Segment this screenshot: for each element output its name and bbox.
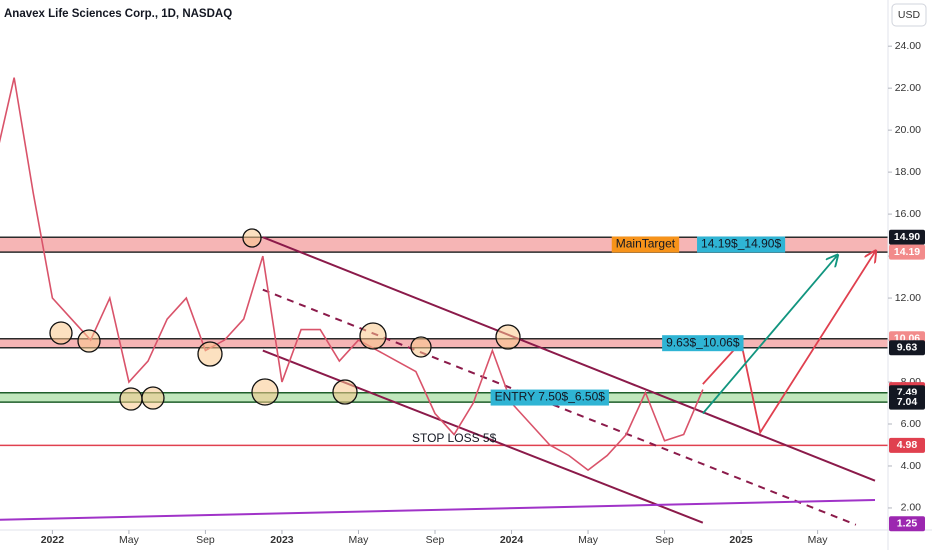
y-tick-label: 16.00 xyxy=(895,208,921,220)
price-tag xyxy=(889,340,925,356)
y-tick-label: 4.00 xyxy=(901,460,922,472)
y-tick-label: 24.00 xyxy=(895,40,921,52)
price-line xyxy=(0,77,704,472)
price-tag-label: 4.98 xyxy=(897,439,918,451)
currency[interactable]: USD xyxy=(898,9,921,21)
circle-note xyxy=(410,336,432,358)
annotation-bg xyxy=(490,389,609,406)
price-tag-label: 7.04 xyxy=(897,396,918,408)
x-tick-label: May xyxy=(578,534,599,546)
y-tick-label: 20.00 xyxy=(895,124,921,136)
circle-note xyxy=(119,387,143,411)
circle-note xyxy=(77,329,101,353)
x-tick-label: Sep xyxy=(655,534,674,546)
zone xyxy=(0,392,888,403)
x-tick-label: 2023 xyxy=(270,534,294,546)
circle-note xyxy=(141,386,165,410)
annotation-bg xyxy=(611,236,680,253)
y-tick-label: 22.00 xyxy=(895,82,921,94)
price-tag xyxy=(889,437,925,453)
x-tick-label: 2025 xyxy=(729,534,753,546)
x-tick-label: May xyxy=(119,534,140,546)
circle-note xyxy=(332,379,358,405)
trendline xyxy=(0,498,876,521)
price-tag-label: 14.90 xyxy=(894,231,920,243)
circle-note xyxy=(242,228,262,248)
circle-note xyxy=(359,322,387,350)
annotation: STOP LOSS 5$ xyxy=(412,431,497,445)
projection xyxy=(702,252,875,435)
projection xyxy=(702,256,837,415)
price-tag xyxy=(889,244,925,260)
circle-note xyxy=(251,378,279,406)
y-tick-label: 12.00 xyxy=(895,292,921,304)
price-tag xyxy=(889,229,925,245)
price-tag-label: 9.63 xyxy=(897,342,918,354)
currency-box[interactable] xyxy=(891,3,927,27)
x-tick-label: 2024 xyxy=(500,534,524,546)
zone xyxy=(0,338,888,348)
circles xyxy=(49,228,521,411)
price-tag xyxy=(889,394,925,410)
x-tick-label: May xyxy=(808,534,829,546)
price-tag xyxy=(889,516,925,532)
annotation: ENTRY 7.50$_6.50$ xyxy=(495,390,606,404)
annotation: MainTarget xyxy=(616,237,676,251)
y-tick-label: 2.00 xyxy=(901,502,922,514)
circle-note xyxy=(49,321,73,345)
chart-title: Anavex Life Sciences Corp., 1D, NASDAQ xyxy=(4,8,232,20)
plot-area: MainTarget 14.19$_14.90$ 9.63$_10.06$ ENTRY… xyxy=(0,77,888,526)
x-tick-label: Sep xyxy=(426,534,445,546)
y-tick-label: 18.00 xyxy=(895,166,921,178)
x-tick-label: 2022 xyxy=(41,534,65,546)
annotation: 9.63$_10.06$ xyxy=(666,335,740,349)
y-tick-label: 6.00 xyxy=(901,418,922,430)
price-tag-label: 1.25 xyxy=(897,517,918,529)
circle-note xyxy=(197,341,223,367)
annotation-bg xyxy=(697,236,786,253)
annotation: 14.19$_14.90$ xyxy=(701,237,781,251)
circle-note xyxy=(495,324,521,350)
trendline xyxy=(262,349,704,524)
annotation-bg xyxy=(662,335,744,352)
trendline xyxy=(262,236,876,482)
x-tick-label: May xyxy=(349,534,370,546)
price-tag-label: 14.19 xyxy=(894,246,920,258)
x-tick-label: Sep xyxy=(196,534,215,546)
